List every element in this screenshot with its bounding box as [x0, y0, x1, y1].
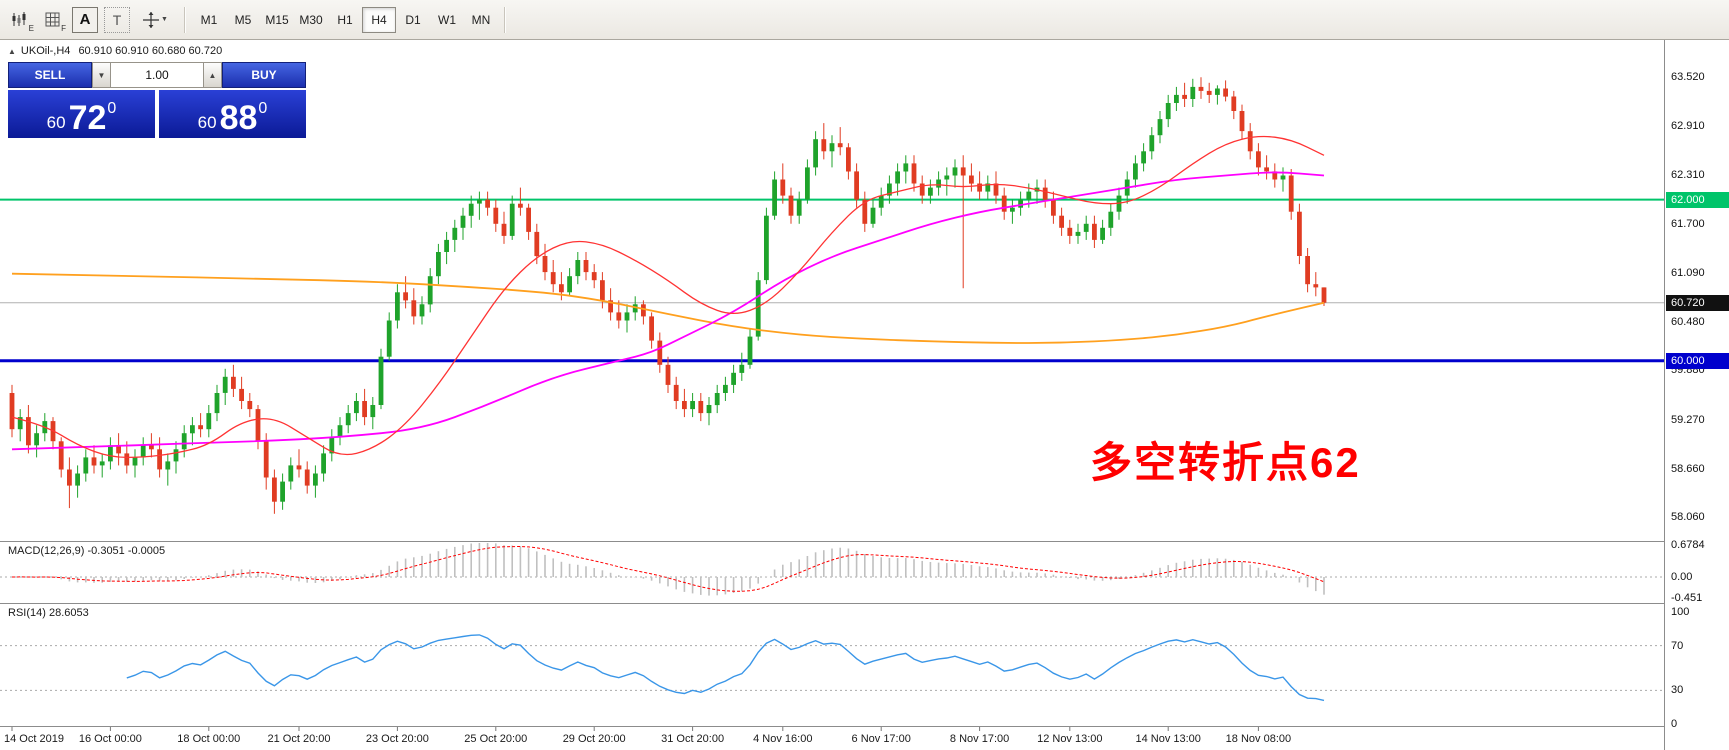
text-label-tool-button[interactable]: T — [102, 6, 132, 34]
timeframe-button-h1[interactable]: H1 — [337, 12, 353, 27]
time-axis-label: 4 Nov 16:00 — [753, 733, 813, 745]
timeframe-button-h4[interactable]: H4 — [362, 6, 396, 33]
buy-price-pip: 0 — [258, 100, 268, 117]
time-axis-label: 6 Nov 17:00 — [851, 733, 911, 745]
ohlc-values: 60.910 60.910 60.680 60.720 — [78, 45, 223, 57]
macd-indicator-label: MACD(12,26,9) -0.3051 -0.0005 — [8, 545, 165, 557]
timeframe-button-m1[interactable]: M1 — [200, 12, 218, 27]
sell-price-pip: 0 — [107, 100, 117, 117]
time-axis-label: 23 Oct 20:00 — [365, 733, 429, 745]
axis-label: 59.270 — [1671, 413, 1705, 426]
timeframe-button-m15[interactable]: M15 — [265, 12, 289, 27]
toolbar-separator — [504, 6, 506, 33]
buy-price-display[interactable]: 60 88 0 — [159, 90, 306, 138]
chart-area: ▲ UKOil-,H4 60.910 60.910 60.680 60.720 SE… — [0, 40, 1729, 750]
timeframe-button-mn[interactable]: MN — [471, 12, 491, 27]
time-axis-label: 18 Oct 00:00 — [177, 733, 241, 745]
letter-t-icon: T — [104, 6, 130, 33]
volume-decrease-button[interactable]: ▼ — [92, 62, 111, 88]
timeframe-button-group: M1 M5 M15 M30 H1 H4 D1 W1 MN — [192, 6, 498, 33]
icon-badge: F — [61, 23, 66, 33]
buy-button[interactable]: BUY — [222, 62, 306, 88]
font-tool-button[interactable]: A — [70, 6, 100, 34]
toolbar: E F A T ▼ M1 M5 M15 M30 H1 H4 D1 W1 MN — [0, 0, 1729, 40]
rsi-value: 28.6053 — [48, 607, 89, 619]
icon-badge: E — [28, 23, 34, 33]
time-axis-label: 18 Nov 08:00 — [1225, 733, 1292, 745]
axis-label: 62.910 — [1671, 120, 1705, 133]
macd-name: MACD(12,26,9) — [8, 545, 85, 557]
price-badge: 60.720 — [1666, 294, 1729, 311]
timeframe-button-m30[interactable]: M30 — [299, 12, 323, 27]
price-badge: 60.000 — [1666, 352, 1729, 369]
time-axis[interactable]: 14 Oct 2019 16 Oct 00:00 18 Oct 00:00 21 Oc… — [0, 726, 1664, 750]
grid-style-button[interactable]: F — [38, 6, 68, 34]
rsi-name: RSI(14) — [8, 607, 46, 619]
symbol-info-line: ▲ UKOil-,H4 60.910 60.910 60.680 60.720 — [8, 45, 222, 57]
time-axis-label: 21 Oct 20:00 — [267, 733, 331, 745]
volume-input[interactable] — [111, 62, 203, 88]
volume-increase-button[interactable]: ▲ — [203, 62, 222, 88]
one-click-trade-panel: SELL ▼ ▲ BUY 60 72 0 60 88 0 — [8, 62, 306, 138]
axis-label: 0 — [1671, 718, 1678, 730]
symbol-title: UKOil-,H4 — [20, 45, 71, 57]
chevron-down-icon: ▼ — [161, 16, 168, 23]
letter-a-icon: A — [72, 6, 98, 33]
chart-annotation-text: 多空转折点62 — [1090, 439, 1361, 486]
time-axis-label: 29 Oct 20:00 — [562, 733, 626, 745]
axis-label: 100 — [1671, 606, 1690, 618]
axis-label: 62.310 — [1671, 168, 1705, 181]
crosshair-tool-button[interactable]: ▼ — [134, 6, 176, 34]
axis-label: 0.00 — [1671, 571, 1693, 583]
axis-label: -0.451 — [1671, 592, 1703, 605]
chart-canvas[interactable] — [0, 40, 1664, 750]
buy-price-prefix: 60 — [197, 113, 217, 133]
axis-label: 30 — [1671, 684, 1684, 697]
time-axis-label: 14 Nov 13:00 — [1135, 733, 1201, 745]
price-badge: 62.000 — [1666, 191, 1729, 208]
timeframe-button-w1[interactable]: W1 — [438, 12, 456, 27]
crosshair-icon — [143, 11, 160, 28]
axis-label: 70 — [1671, 639, 1684, 652]
candlestick-chart-icon — [12, 11, 26, 26]
axis-label: 63.520 — [1671, 71, 1705, 84]
time-axis-label: 8 Nov 17:00 — [949, 733, 1010, 745]
time-axis-label: 25 Oct 20:00 — [464, 733, 528, 745]
timeframe-button-m5[interactable]: M5 — [234, 12, 252, 27]
buy-price-main: 88 — [219, 99, 258, 138]
time-axis-label: 14 Oct 2019 — [4, 733, 64, 745]
pane-divider[interactable] — [0, 541, 1729, 542]
axis-label: 0.6784 — [1671, 538, 1705, 551]
axis-label: 58.060 — [1671, 511, 1705, 523]
macd-values: -0.3051 -0.0005 — [87, 545, 166, 557]
sell-button[interactable]: SELL — [8, 62, 92, 88]
pane-divider[interactable] — [0, 603, 1729, 604]
candlestick-style-button[interactable]: E — [6, 6, 36, 34]
rsi-indicator-label: RSI(14) 28.6053 — [8, 607, 89, 619]
axis-label: 61.700 — [1671, 217, 1705, 230]
sell-price-prefix: 60 — [46, 113, 66, 133]
axis-label: 60.480 — [1671, 316, 1705, 329]
pane-divider — [0, 726, 1729, 727]
grid-icon — [45, 12, 60, 26]
time-axis-label: 31 Oct 20:00 — [661, 733, 725, 745]
timeframe-button-d1[interactable]: D1 — [405, 12, 421, 27]
trade-panel-toggle-icon[interactable]: ▲ — [8, 47, 16, 56]
sell-price-display[interactable]: 60 72 0 — [8, 90, 155, 138]
axis-label: 61.090 — [1671, 266, 1705, 279]
toolbar-separator — [184, 6, 186, 33]
time-axis-label: 16 Oct 00:00 — [78, 733, 142, 745]
time-axis-label: 12 Nov 13:00 — [1037, 733, 1103, 745]
price-axis[interactable]: 63.520 62.910 62.310 61.700 61.090 60.480 59.8… — [1664, 40, 1729, 750]
sell-price-main: 72 — [68, 99, 107, 138]
axis-label: 58.660 — [1671, 462, 1705, 475]
